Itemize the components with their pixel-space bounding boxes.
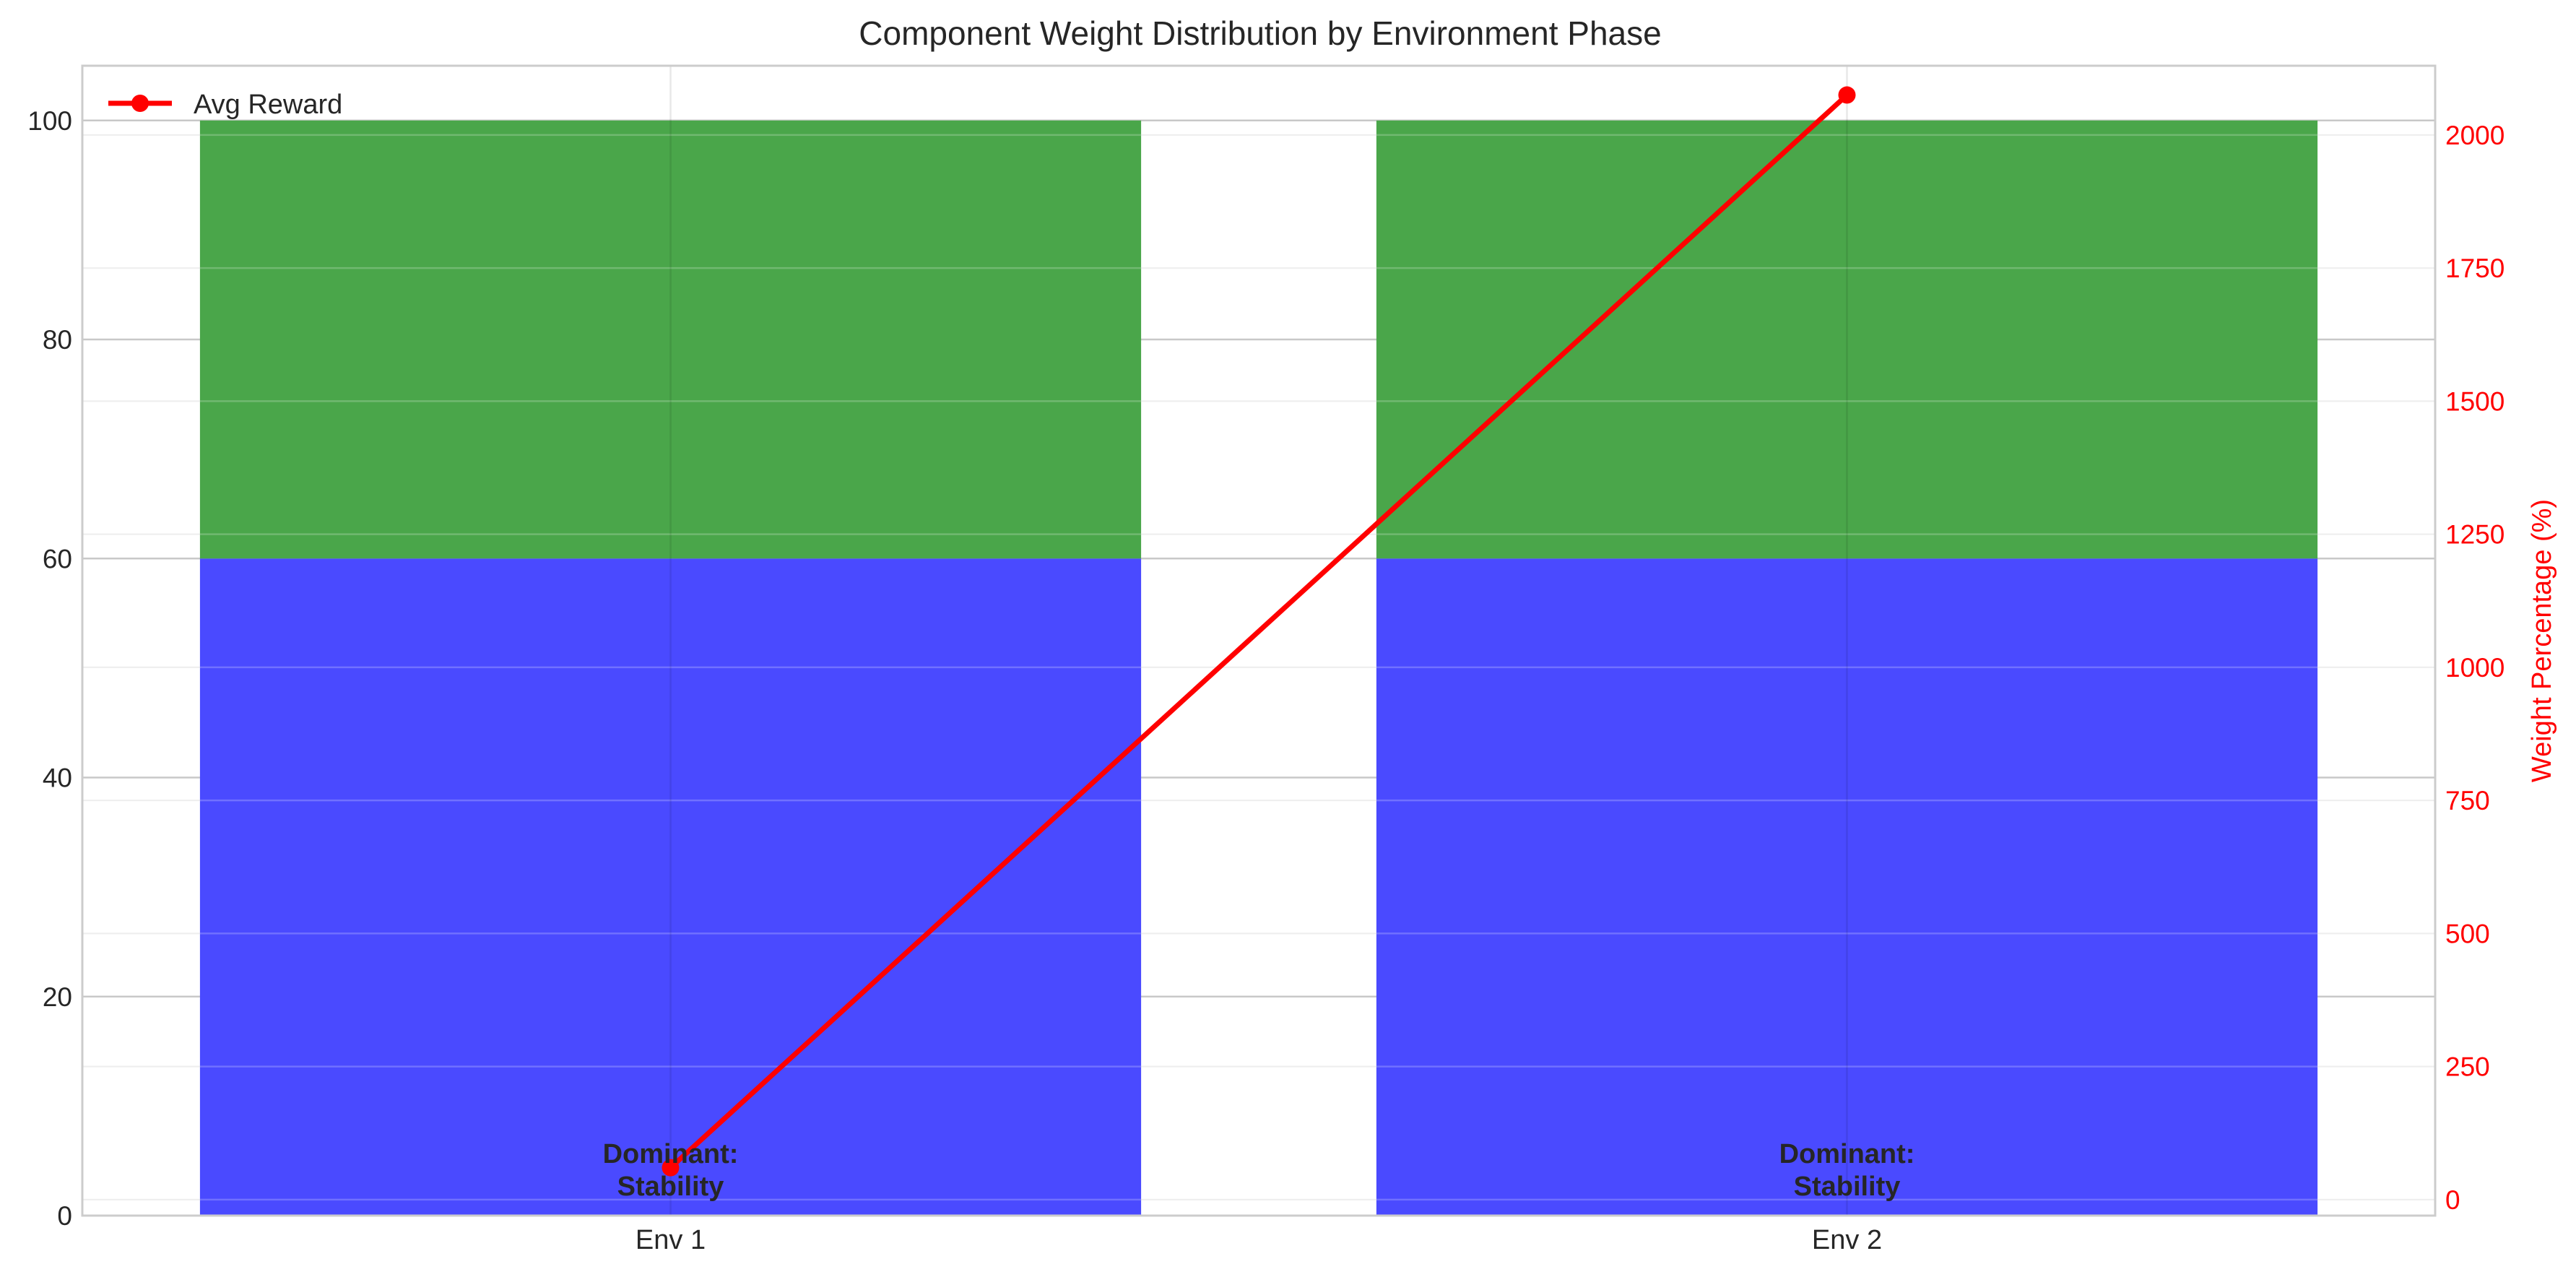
annotation-label: Dominant: — [1779, 1139, 1915, 1169]
y2-tick-label: 250 — [2445, 1052, 2490, 1082]
y2-tick-label: 2000 — [2445, 121, 2505, 150]
legend-label: Avg Reward — [194, 90, 342, 120]
annotation-label: Dominant: — [603, 1139, 739, 1169]
y2-tick-label: 500 — [2445, 919, 2490, 948]
y-tick-label: 80 — [43, 325, 72, 355]
reward-point — [662, 1159, 680, 1177]
annotation-label: Stability — [617, 1172, 724, 1202]
x-tick-label: Env 1 — [636, 1225, 706, 1255]
legend: Avg Reward — [108, 90, 342, 120]
line-layer — [662, 86, 1856, 1177]
vertical-grid-layer — [82, 66, 2435, 1216]
y-tick-label: 60 — [43, 544, 72, 573]
chart-title: Component Weight Distribution by Environ… — [859, 14, 1661, 52]
bar-layer — [199, 120, 2318, 1216]
reward-point — [1838, 86, 1856, 104]
y-tick-label: 40 — [43, 763, 72, 793]
y2-tick-label: 0 — [2445, 1185, 2460, 1215]
y2-tick-label: 1750 — [2445, 254, 2505, 283]
y2-axis-label: Weight Percentage (%) — [2527, 499, 2557, 782]
annotation-label: Stability — [1794, 1172, 1901, 1202]
y2-tick-label: 1500 — [2445, 386, 2505, 416]
y-tick-label: 20 — [43, 982, 72, 1012]
y2-tick-label: 1000 — [2445, 653, 2505, 683]
bar-segment-series-2 — [1376, 120, 2318, 559]
y-tick-label: 0 — [57, 1201, 72, 1231]
bar-segment-series-1 — [199, 558, 1142, 1216]
plot-frame — [81, 64, 2437, 1217]
x-tick-label: Env 2 — [1812, 1225, 1882, 1255]
bar-segment-series-2 — [199, 120, 1142, 559]
y2-tick-label: 1250 — [2445, 520, 2505, 550]
bar-segment-series-1 — [1376, 558, 2318, 1216]
y2-tick-label: 750 — [2445, 786, 2490, 815]
reward-line — [669, 92, 1849, 1170]
axis-layer: 0204060801000250500750100012501500175020… — [27, 64, 2557, 1255]
y-tick-label: 100 — [27, 106, 72, 136]
legend-marker-swatch — [131, 95, 149, 112]
